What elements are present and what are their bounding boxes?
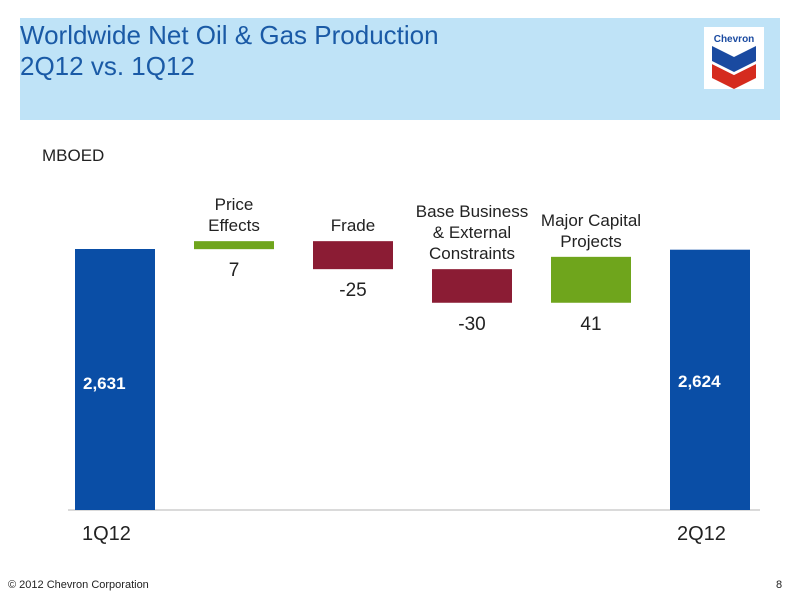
value-label-0: 2,631 [83, 374, 126, 393]
category-label-4: Major Capital Projects [541, 211, 641, 251]
value-label-1: 7 [229, 260, 240, 281]
title-line-2: 2Q12 vs. 1Q12 [20, 51, 195, 81]
bar-0 [75, 249, 155, 510]
bar-3 [432, 269, 512, 303]
bar-5 [670, 249, 750, 511]
chevron-logo-icon: Chevron [704, 27, 764, 89]
category-label-2: Frade [331, 216, 375, 235]
value-label-4: 41 [580, 314, 601, 335]
bar-2 [313, 241, 393, 270]
bar-1 [194, 241, 274, 250]
unit-label: MBOED [42, 146, 105, 165]
title-banner [20, 18, 780, 120]
value-label-2: -25 [339, 280, 366, 301]
value-label-3: -30 [458, 314, 485, 335]
logo-text: Chevron [714, 34, 755, 45]
category-label-5: 2Q12 [677, 523, 726, 545]
page-title: Worldwide Net Oil & Gas Production 2Q12 … [20, 20, 439, 82]
value-label-5: 2,624 [678, 372, 721, 391]
category-label-1: Price Effects [208, 195, 260, 235]
category-label-0: 1Q12 [82, 523, 131, 545]
footer-copyright: © 2012 Chevron Corporation [8, 579, 149, 591]
page-number: 8 [776, 579, 783, 591]
title-line-1: Worldwide Net Oil & Gas Production [20, 20, 439, 50]
category-label-3: Base Business & External Constraints [416, 202, 528, 263]
bar-4 [551, 256, 631, 303]
